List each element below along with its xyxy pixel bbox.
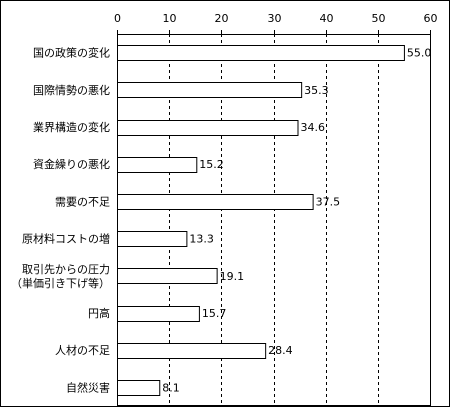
category-labels: 国の政策の変化国際情勢の悪化業界構造の変化資金繰りの悪化需要の不足原材料コストの…: [11, 46, 110, 395]
x-tick-label: 40: [320, 12, 334, 25]
category-label: 円高: [88, 306, 110, 320]
x-tick-label: 60: [424, 12, 438, 25]
value-label: 55.0: [407, 47, 432, 60]
x-tick-label: 20: [215, 12, 229, 25]
bar: [117, 157, 198, 173]
x-tick-label: 10: [163, 12, 177, 25]
category-label: 資金繰りの悪化: [33, 157, 110, 171]
value-label: 15.7: [202, 307, 227, 320]
category-label: 原材料コストの増: [22, 232, 110, 246]
bar: [117, 231, 188, 247]
x-axis-ticks: 0 10 20 30 40 50 60: [114, 12, 438, 34]
bar: [117, 306, 200, 322]
category-label: 国の政策の変化: [33, 46, 110, 60]
value-label: 28.4: [268, 344, 293, 357]
bar: [117, 120, 299, 136]
category-label: 需要の不足: [55, 195, 110, 208]
plot-area-frame: [117, 34, 431, 406]
bar: [117, 194, 314, 210]
x-tick-label: 0: [114, 12, 121, 25]
bar: [117, 45, 405, 61]
category-label: 業界構造の変化: [33, 120, 110, 134]
x-tick-label: 50: [372, 12, 386, 25]
value-label: 8.1: [162, 381, 180, 394]
category-label: 人材の不足: [55, 343, 110, 357]
category-label: 国際情勢の悪化: [33, 83, 110, 97]
value-label: 37.5: [316, 195, 341, 208]
value-label: 13.3: [189, 233, 214, 246]
value-label: 19.1: [220, 270, 245, 283]
category-label: 自然災害: [66, 380, 110, 394]
x-tick-label: 30: [268, 12, 282, 25]
bar: [117, 343, 267, 359]
bar: [117, 380, 161, 396]
value-label: 15.2: [199, 158, 224, 171]
category-label: 取引先からの圧力（単価引き下げ等）: [11, 262, 110, 290]
bar: [117, 268, 218, 284]
value-label: 35.3: [304, 84, 329, 97]
value-label: 34.6: [300, 121, 325, 134]
bar: [117, 82, 303, 98]
value-labels: 55.0 35.3 34.6 15.2 37.5 13.3 19.1 15.7 28.4 8.1: [162, 47, 431, 395]
